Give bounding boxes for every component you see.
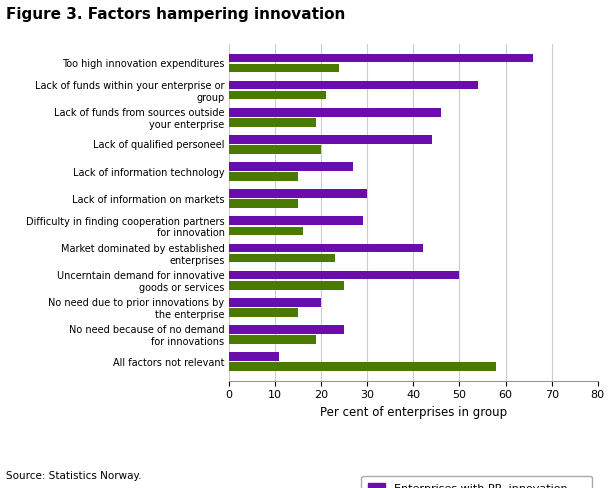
Bar (229, 254, 335, 263)
Bar (229, 189, 367, 198)
Text: Source: Statistics Norway.: Source: Statistics Norway. (6, 471, 142, 481)
Bar (229, 362, 497, 371)
Bar (229, 118, 317, 126)
Bar (229, 162, 353, 171)
Bar (229, 217, 362, 225)
Bar (229, 325, 344, 334)
Bar (229, 244, 423, 252)
X-axis label: Per cent of enterprises in group: Per cent of enterprises in group (320, 406, 507, 419)
Bar (229, 308, 298, 317)
Legend: Enterprises with PP- innovation, Enterprises without PP- innovation: Enterprises with PP- innovation, Enterpr… (362, 476, 592, 488)
Bar (229, 298, 321, 306)
Bar (229, 172, 298, 181)
Bar (229, 335, 317, 344)
Bar (229, 281, 344, 289)
Text: Figure 3. Factors hampering innovation: Figure 3. Factors hampering innovation (6, 7, 345, 22)
Bar (229, 108, 441, 117)
Bar (229, 352, 279, 361)
Bar (229, 226, 303, 235)
Bar (229, 91, 326, 100)
Bar (229, 81, 478, 89)
Bar (229, 271, 459, 280)
Bar (229, 135, 432, 143)
Bar (229, 145, 321, 154)
Bar (229, 200, 298, 208)
Bar (229, 63, 339, 72)
Bar (229, 54, 533, 62)
